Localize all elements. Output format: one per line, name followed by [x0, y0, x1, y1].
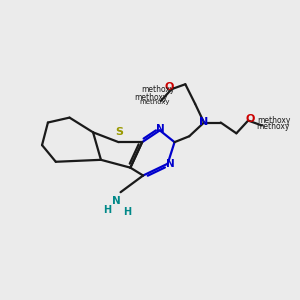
- Text: H: H: [123, 207, 131, 217]
- Text: methoxy: methoxy: [141, 85, 175, 94]
- Text: O: O: [245, 114, 255, 124]
- Text: methoxy: methoxy: [257, 116, 290, 125]
- Text: N: N: [112, 196, 121, 206]
- Text: S: S: [116, 127, 124, 137]
- Text: H: H: [103, 205, 111, 215]
- Text: methoxy: methoxy: [256, 122, 290, 131]
- Text: N: N: [156, 124, 165, 134]
- Text: N: N: [166, 159, 175, 169]
- Text: O: O: [165, 82, 174, 92]
- Text: methoxy: methoxy: [140, 99, 170, 105]
- Text: N: N: [200, 116, 208, 127]
- Text: methoxy: methoxy: [134, 94, 168, 103]
